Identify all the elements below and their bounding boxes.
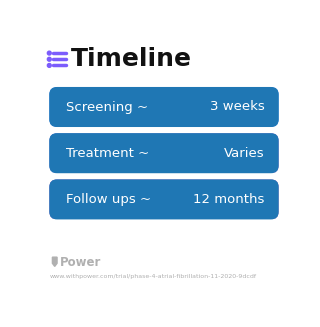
Text: Timeline: Timeline	[71, 47, 192, 71]
Text: Follow ups ~: Follow ups ~	[66, 193, 151, 206]
FancyBboxPatch shape	[49, 133, 279, 173]
FancyBboxPatch shape	[49, 180, 279, 219]
FancyBboxPatch shape	[49, 87, 279, 127]
Circle shape	[47, 51, 51, 55]
Text: Varies: Varies	[224, 147, 265, 160]
Text: 3 weeks: 3 weeks	[210, 100, 265, 113]
Circle shape	[47, 63, 51, 67]
Text: Treatment ~: Treatment ~	[66, 147, 150, 160]
Polygon shape	[52, 257, 57, 267]
Text: 12 months: 12 months	[193, 193, 265, 206]
Text: www.withpower.com/trial/phase-4-atrial-fibrillation-11-2020-9dcdf: www.withpower.com/trial/phase-4-atrial-f…	[49, 274, 256, 279]
Text: Power: Power	[60, 256, 101, 269]
Circle shape	[47, 57, 51, 61]
Text: Screening ~: Screening ~	[66, 100, 148, 113]
